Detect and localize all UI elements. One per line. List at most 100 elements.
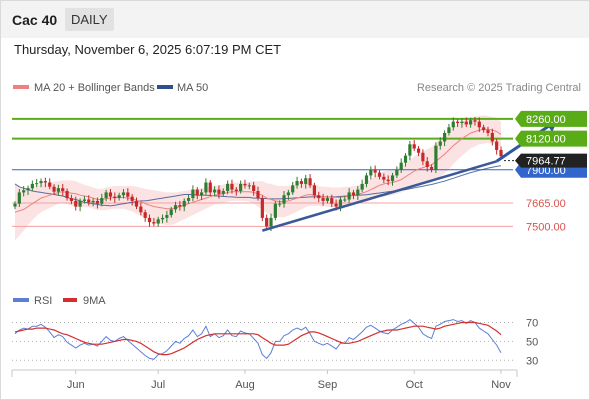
x-axis: Jun Jul Aug Sep Oct Nov (11, 369, 518, 391)
candle-body (160, 217, 165, 220)
candle-body (304, 178, 308, 184)
candle-body (191, 189, 195, 199)
candle-body (499, 149, 503, 157)
candle-body (143, 212, 147, 218)
candle-body (408, 144, 412, 156)
candle-body (108, 192, 113, 197)
last-price-label: 7964.77 (526, 156, 566, 168)
x-tick-label-4: Oct (406, 379, 423, 391)
rsi-tick-label-0: 70 (526, 317, 538, 329)
candle-body (56, 188, 60, 192)
x-tick-label-1: Jul (151, 379, 165, 391)
candle-body (330, 198, 334, 204)
candle-body (156, 219, 160, 224)
candle-body (169, 209, 173, 216)
x-tick-label-0: Jun (67, 379, 85, 391)
ma50-legend-label: MA 50 (177, 82, 208, 94)
candle-body (182, 200, 186, 207)
candle-body (299, 181, 303, 184)
candle-body (152, 222, 156, 224)
candle-body (373, 169, 377, 173)
candle-body (464, 121, 468, 125)
candle-body (65, 191, 69, 199)
candle-body (369, 169, 373, 176)
rsi-ma-legend-label: 9MA (83, 295, 106, 307)
candle-body (173, 205, 178, 210)
candle-body (447, 127, 451, 133)
candle-body (343, 199, 347, 201)
candle-body (121, 192, 126, 196)
level-label-4: 7500.00 (526, 221, 566, 233)
candle-body (130, 196, 134, 201)
candle-body (386, 179, 390, 182)
candle-body (377, 172, 382, 177)
level-tag-1 (515, 130, 587, 147)
rsi-tick-label-1: 50 (526, 336, 538, 348)
candle-body (338, 199, 343, 207)
candle-body (208, 182, 212, 193)
candle-body (234, 189, 238, 191)
candle-body (178, 205, 182, 207)
candle-body (325, 198, 330, 201)
candle-body (486, 130, 490, 133)
candle-body (395, 169, 399, 176)
candle-body (403, 155, 408, 163)
level-tag-0 (515, 110, 587, 127)
bollinger-band (15, 115, 501, 241)
candle-body (390, 175, 395, 182)
candle-body (95, 200, 100, 204)
candle-body (442, 132, 447, 142)
candle-body (226, 183, 230, 191)
level-label-0: 8260.00 (526, 114, 566, 126)
candle-body (347, 192, 351, 200)
candle-body (52, 186, 56, 192)
candle-body (195, 189, 199, 196)
copyright-label: Research © 2025 Trading Central (417, 82, 581, 94)
candle-body (438, 141, 442, 146)
candle-body (356, 189, 360, 196)
candle-body (221, 191, 225, 194)
level-label-2: 7900.00 (526, 165, 566, 177)
candle-body (217, 189, 221, 194)
candle-body (308, 178, 312, 186)
instrument-title: Cac 40 (12, 12, 58, 28)
rsi-ma-legend-swatch (63, 298, 77, 302)
last-price-tag (515, 153, 587, 168)
candle-body (317, 195, 321, 199)
candle-body (139, 206, 143, 213)
candle-body (247, 185, 251, 187)
rsi-legend-label: RSI (34, 295, 52, 307)
candle-body (48, 182, 52, 187)
candle-body (13, 203, 17, 207)
candle-body (477, 121, 481, 128)
candle-body (213, 189, 217, 193)
period-button[interactable]: DAILY (65, 8, 114, 31)
candle-body (291, 185, 295, 193)
candle-body (186, 198, 191, 201)
rsi-legend-swatch (13, 298, 29, 302)
candle-body (126, 192, 130, 197)
candle-body (100, 198, 104, 204)
candle-body (165, 215, 169, 218)
candle-body (204, 182, 208, 193)
candle-body (256, 191, 260, 199)
candle-body (17, 192, 21, 204)
candle-body (312, 185, 317, 196)
candle-body (425, 161, 429, 167)
candle-body (30, 183, 34, 189)
candle-body (39, 181, 43, 184)
candle-body (239, 183, 243, 191)
candle-body (278, 203, 282, 205)
candle-body (321, 198, 325, 201)
candle-body (382, 176, 386, 180)
candle-body (460, 121, 464, 124)
datetime-label: Thursday, November 6, 2025 6:07:19 PM CE… (14, 42, 282, 57)
ma20-legend-label: MA 20 + Bollinger Bands (34, 82, 155, 94)
candle-body (35, 183, 39, 185)
candle-body (252, 185, 256, 191)
candle-body (473, 120, 477, 122)
candle-body (273, 203, 277, 218)
trendline (261, 160, 498, 232)
candle-body (269, 217, 273, 227)
